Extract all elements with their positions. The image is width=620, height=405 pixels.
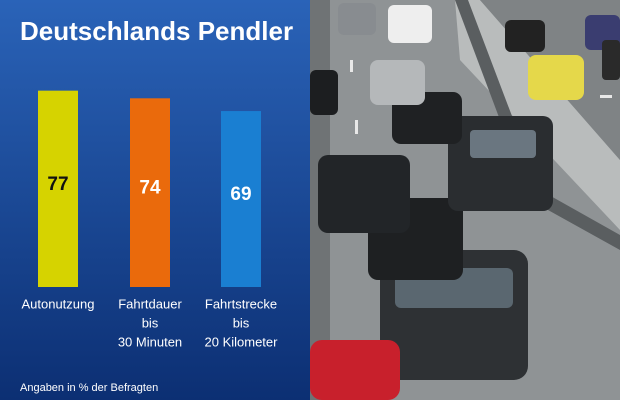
category-label: 20 Kilometer: [205, 334, 279, 349]
bar: [221, 111, 261, 287]
category-label: bis: [142, 315, 159, 330]
category-label: 30 Minuten: [118, 334, 182, 349]
cars: [310, 3, 620, 400]
photo: [310, 0, 620, 400]
category-label: Fahrtdauer: [118, 296, 182, 311]
category-label: Autonutzung: [21, 296, 94, 311]
chart-title: Deutschlands Pendler: [20, 16, 293, 46]
bar: [38, 90, 78, 288]
value-label: 77: [47, 174, 68, 195]
value-label: 74: [139, 178, 161, 199]
value-label: 69: [230, 184, 251, 205]
category-label: bis: [233, 315, 250, 330]
bar: [130, 98, 170, 287]
footnote: Angaben in % der Befragten: [20, 382, 158, 394]
category-label: Fahrtstrecke: [205, 296, 277, 311]
